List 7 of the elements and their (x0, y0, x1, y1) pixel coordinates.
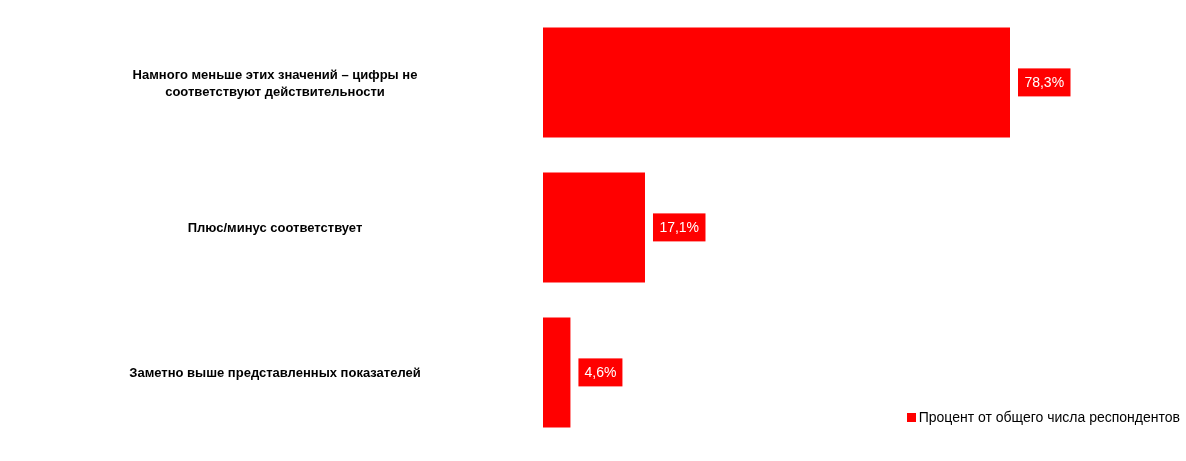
y-tick-label: Намного меньше этих значений – цифры не соответствуют действительности (132, 66, 418, 99)
legend-label: Процент от общего числа респондентов (918, 409, 1180, 425)
y-tick-label: Плюс/минус соответствует (187, 220, 363, 236)
data-label: 78,3% (1024, 74, 1065, 91)
data-label: 17,1% (659, 219, 700, 236)
data-label: 4,6% (584, 364, 617, 381)
y-tick-label: Заметно выше представленных показателей (129, 365, 421, 381)
